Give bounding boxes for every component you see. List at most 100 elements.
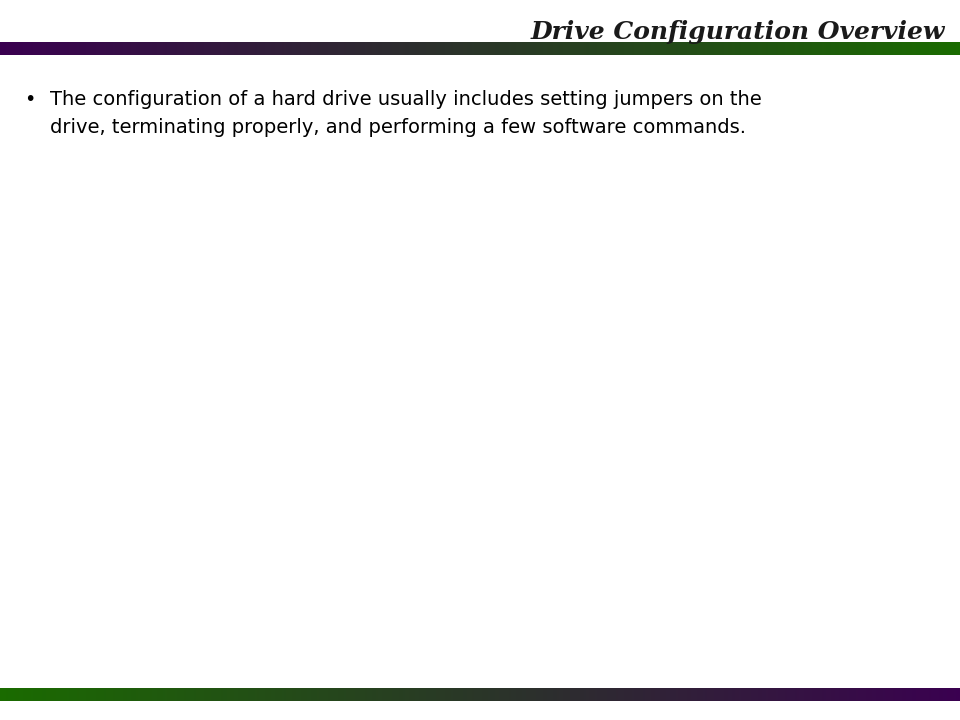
Bar <box>282 42 284 55</box>
Bar <box>27 42 29 55</box>
Bar <box>885 42 887 55</box>
Bar <box>868 42 870 55</box>
Bar <box>916 688 918 701</box>
Bar <box>296 688 298 701</box>
Bar <box>353 688 355 701</box>
Bar <box>286 688 288 701</box>
Bar <box>234 688 236 701</box>
Bar <box>67 42 69 55</box>
Bar <box>83 688 84 701</box>
Bar <box>845 688 847 701</box>
Bar <box>801 42 803 55</box>
Bar <box>324 688 326 701</box>
Bar <box>647 42 649 55</box>
Bar <box>899 42 900 55</box>
Bar <box>874 688 876 701</box>
Bar <box>735 42 737 55</box>
Bar <box>566 688 568 701</box>
Bar <box>831 42 833 55</box>
Bar <box>179 42 180 55</box>
Bar <box>482 42 484 55</box>
Bar <box>922 688 924 701</box>
Bar <box>348 42 349 55</box>
Bar <box>935 688 937 701</box>
Bar <box>611 688 612 701</box>
Bar <box>787 688 789 701</box>
Bar <box>73 688 75 701</box>
Bar <box>190 42 192 55</box>
Bar <box>774 688 776 701</box>
Bar <box>628 688 630 701</box>
Bar <box>211 42 213 55</box>
Bar <box>388 688 390 701</box>
Bar <box>167 688 169 701</box>
Bar <box>705 42 707 55</box>
Bar <box>351 42 353 55</box>
Bar <box>511 42 513 55</box>
Bar <box>666 688 668 701</box>
Bar <box>797 688 799 701</box>
Bar <box>175 688 177 701</box>
Bar <box>21 688 23 701</box>
Bar <box>664 42 666 55</box>
Bar <box>355 42 357 55</box>
Bar <box>211 688 213 701</box>
Bar <box>912 42 914 55</box>
Bar <box>910 42 912 55</box>
Bar <box>881 688 883 701</box>
Bar <box>547 42 549 55</box>
Bar <box>703 688 705 701</box>
Bar <box>142 688 144 701</box>
Bar <box>65 42 67 55</box>
Bar <box>10 688 12 701</box>
Bar <box>213 688 215 701</box>
Bar <box>161 42 163 55</box>
Bar <box>643 688 645 701</box>
Bar <box>336 688 338 701</box>
Bar <box>29 42 31 55</box>
Bar <box>689 688 691 701</box>
Bar <box>574 42 576 55</box>
Bar <box>188 42 190 55</box>
Bar <box>390 42 392 55</box>
Bar <box>745 42 747 55</box>
Bar <box>6 688 8 701</box>
Bar <box>516 688 518 701</box>
Bar <box>872 42 874 55</box>
Bar <box>760 42 762 55</box>
Bar <box>75 42 77 55</box>
Bar <box>603 688 605 701</box>
Bar <box>409 688 411 701</box>
Bar <box>217 42 219 55</box>
Bar <box>444 42 445 55</box>
Bar <box>61 688 63 701</box>
Bar <box>745 688 747 701</box>
Bar <box>701 688 703 701</box>
Bar <box>933 688 935 701</box>
Bar <box>515 688 516 701</box>
Bar <box>563 42 564 55</box>
Bar <box>100 42 102 55</box>
Bar <box>346 42 348 55</box>
Bar <box>914 688 916 701</box>
Bar <box>267 688 269 701</box>
Bar <box>492 688 493 701</box>
Bar <box>682 688 684 701</box>
Bar <box>455 688 457 701</box>
Bar <box>530 688 532 701</box>
Bar <box>689 42 691 55</box>
Bar <box>501 42 503 55</box>
Bar <box>357 42 359 55</box>
Bar <box>637 688 639 701</box>
Bar <box>764 42 766 55</box>
Bar <box>509 42 511 55</box>
Bar <box>691 688 693 701</box>
Bar <box>678 688 680 701</box>
Bar <box>845 42 847 55</box>
Bar <box>426 688 428 701</box>
Bar <box>384 688 386 701</box>
Bar <box>474 42 476 55</box>
Bar <box>856 42 858 55</box>
Bar <box>639 42 641 55</box>
Bar <box>146 42 148 55</box>
